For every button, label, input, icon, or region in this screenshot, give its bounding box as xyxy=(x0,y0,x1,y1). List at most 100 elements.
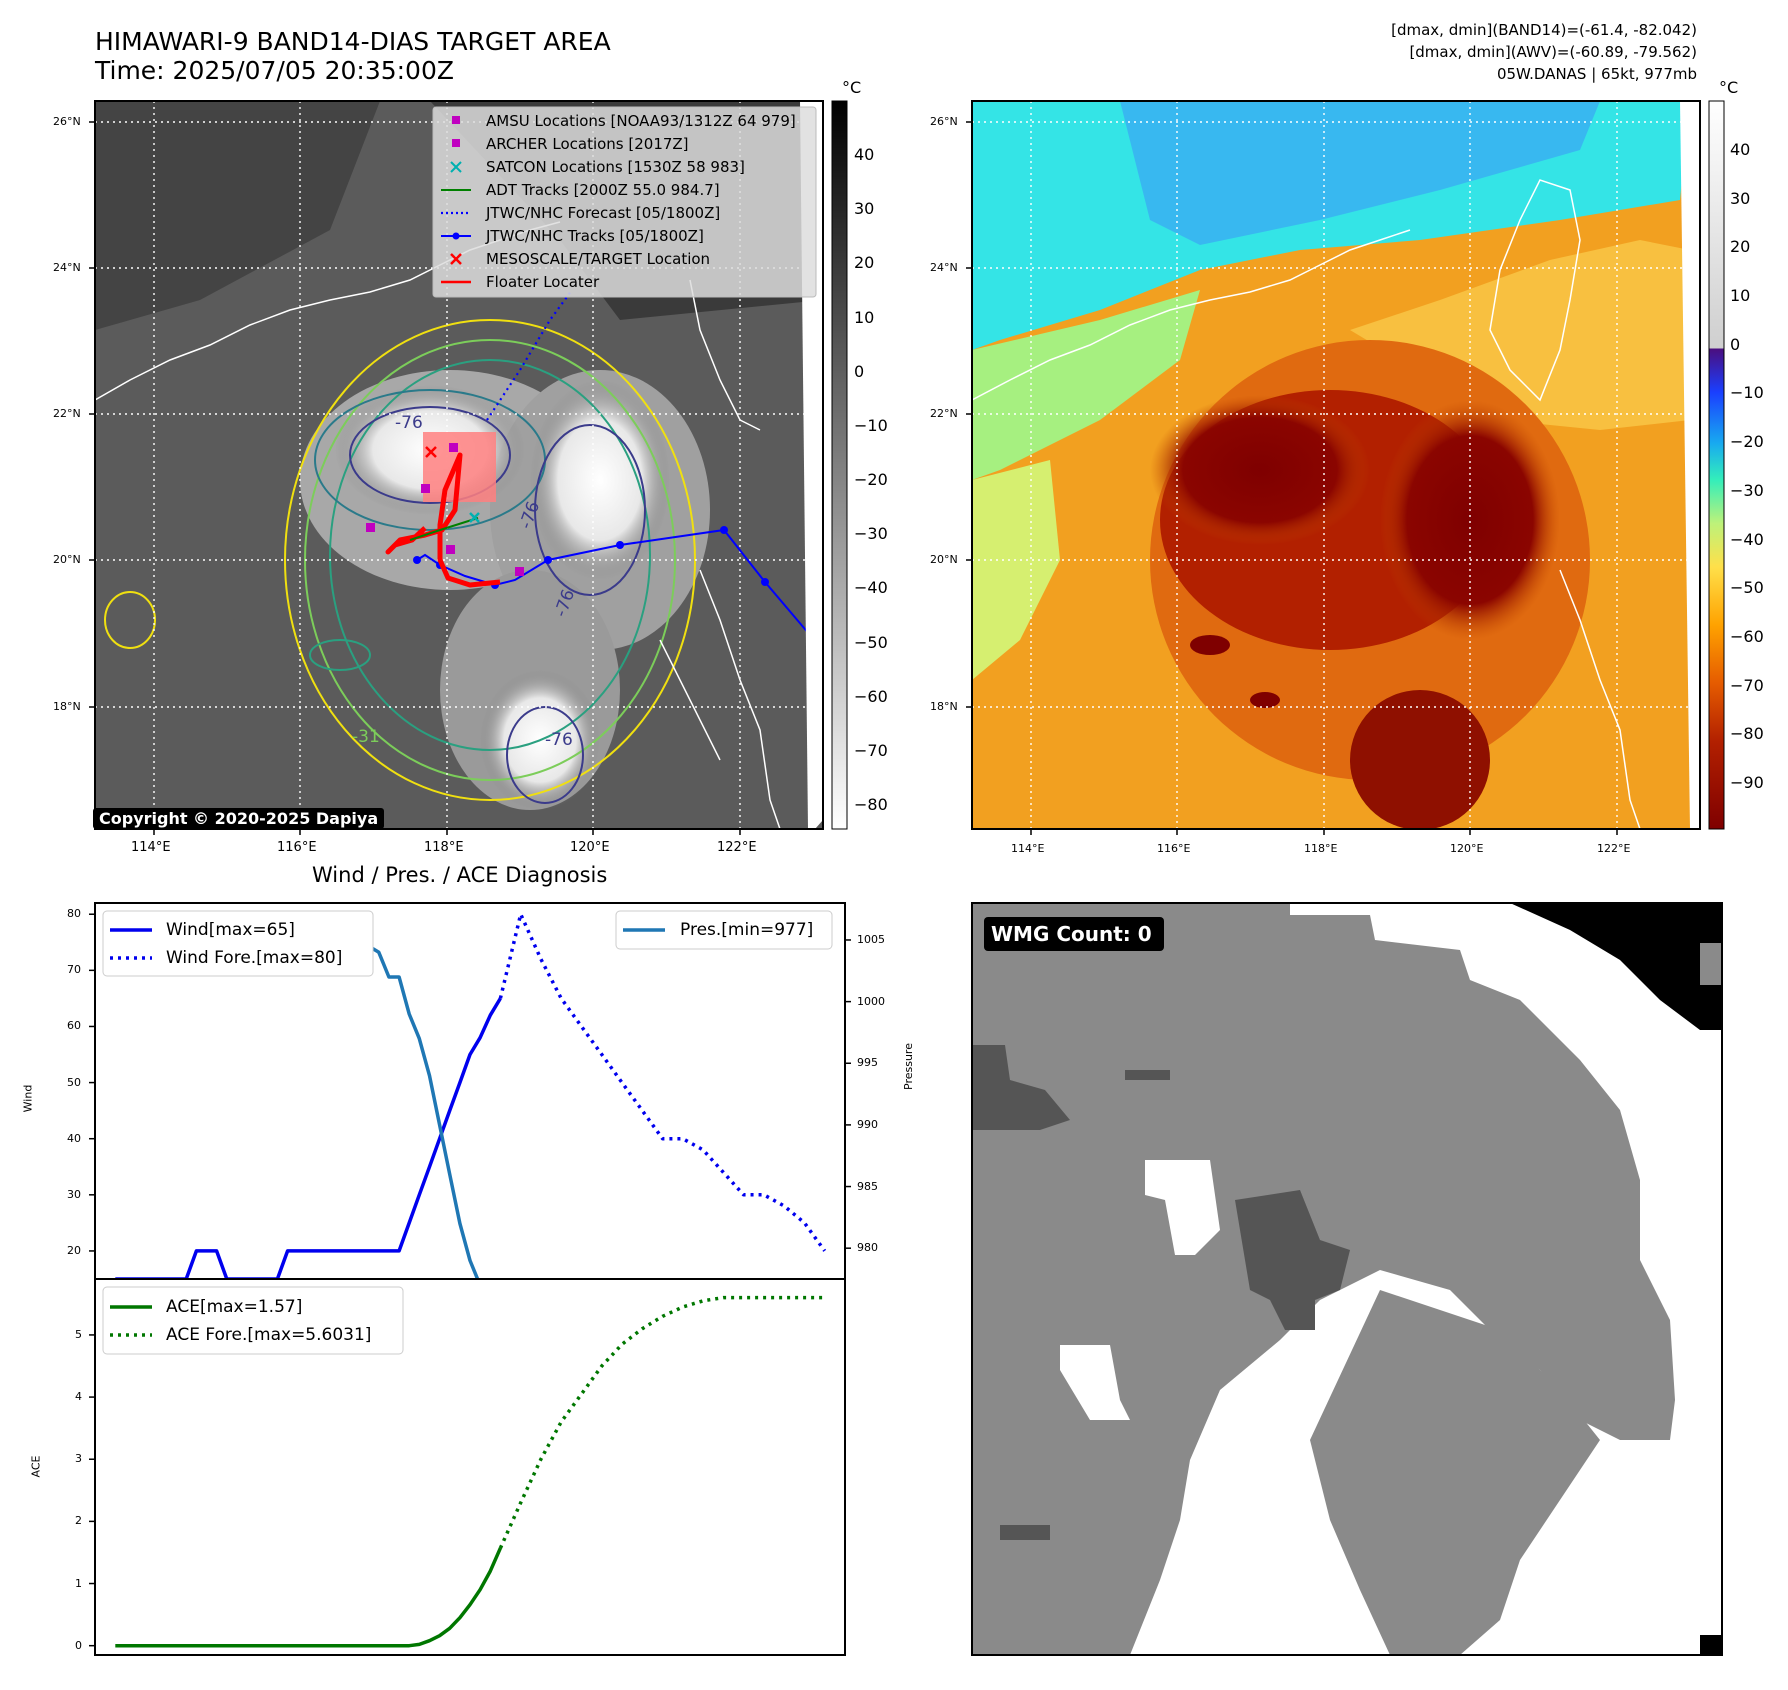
lat-label: 22°N xyxy=(53,407,81,420)
colorbar-tick: 0 xyxy=(854,361,865,381)
colorbar-unit: °C xyxy=(1719,78,1739,97)
wind-tick: 20 xyxy=(67,1243,81,1257)
pressure-tick: 995 xyxy=(857,1056,878,1070)
colorbar-tick: 10 xyxy=(854,307,875,327)
ace-tick: 1 xyxy=(75,1576,82,1590)
lon-label: 114°E xyxy=(131,840,171,855)
lon-label: 118°E xyxy=(1304,842,1338,855)
colorbar-tick: 30 xyxy=(1730,188,1751,208)
wind-tick: 50 xyxy=(67,1075,81,1089)
legend-floater: Floater Locater xyxy=(486,273,600,291)
wind-legend xyxy=(102,910,374,977)
legend-archer: ARCHER Locations [2017Z] xyxy=(486,135,689,153)
wind-axis-label: Wind xyxy=(21,1084,35,1113)
colorbar-tick: −40 xyxy=(854,578,888,598)
lon-label: 122°E xyxy=(717,840,757,855)
colorbar-tick: −70 xyxy=(1730,675,1764,695)
colorbar-tick: −90 xyxy=(1730,773,1764,792)
colorbar-tick: −30 xyxy=(1730,480,1764,500)
lon-label: 114°E xyxy=(1011,842,1045,855)
color-map-frame xyxy=(971,100,1701,830)
pressure-tick: 990 xyxy=(857,1117,878,1131)
colorbar-tick: −70 xyxy=(854,740,888,760)
contour-label: -76 xyxy=(545,730,573,750)
colorbar-tick: 40 xyxy=(1730,140,1751,159)
legend-wind-forecast: Wind Fore.[max=80] xyxy=(166,948,343,968)
colorbar-tick: −50 xyxy=(854,632,888,652)
lon-label: 120°E xyxy=(570,840,610,855)
gray-map-frame xyxy=(94,100,824,830)
dmax-awv: [dmax, dmin](AWV)=(-60.89, -79.562) xyxy=(1409,43,1697,61)
colorbar-tick: −50 xyxy=(1730,578,1764,598)
series-1 xyxy=(498,912,827,1252)
colorbar-tick: 20 xyxy=(1730,237,1751,257)
storm-info: 05W.DANAS | 65kt, 977mb xyxy=(1496,65,1697,83)
lat-label: 20°N xyxy=(930,553,958,566)
adt-track xyxy=(409,517,479,541)
colorbar-tick: −10 xyxy=(1730,383,1764,403)
legend-adt: ADT Tracks [2000Z 55.0 984.7] xyxy=(486,181,720,199)
pressure-tick: 1005 xyxy=(857,932,885,946)
colorbar-tick: 10 xyxy=(1730,286,1751,306)
legend-ace: ACE[max=1.57] xyxy=(166,1297,303,1317)
ace-series-0 xyxy=(115,1547,503,1648)
wmg-panel xyxy=(971,902,1723,1656)
legend-amsu: AMSU Locations [NOAA93/1312Z 64 979] xyxy=(486,112,796,130)
legend-wind: Wind[max=65] xyxy=(166,920,295,940)
colorbar-tick: 30 xyxy=(854,199,875,219)
colorbar-unit: °C xyxy=(842,78,862,97)
contour-label: -31 xyxy=(352,727,380,747)
ace-tick: 3 xyxy=(75,1452,82,1466)
ir-color-map xyxy=(972,101,1700,829)
diagnosis-title: Wind / Pres. / ACE Diagnosis xyxy=(312,863,608,887)
contour-label: -76 xyxy=(395,413,423,433)
wind-tick: 60 xyxy=(67,1019,81,1033)
chart-title: HIMAWARI-9 BAND14-DIAS TARGET AREA xyxy=(95,27,611,56)
gray-colorbar xyxy=(831,100,848,830)
ace-tick: 2 xyxy=(75,1514,82,1528)
pressure-tick: 1000 xyxy=(857,994,885,1008)
pressure-tick: 980 xyxy=(857,1241,878,1255)
lat-label: 22°N xyxy=(930,407,958,420)
ace-tick: 4 xyxy=(75,1390,82,1404)
color-colorbar xyxy=(1708,100,1725,830)
wind-tick: 30 xyxy=(67,1187,81,1201)
lat-label: 26°N xyxy=(53,115,81,128)
pressure-tick: 985 xyxy=(857,1179,878,1193)
lat-label: 18°N xyxy=(53,700,81,713)
lat-label: 24°N xyxy=(53,261,81,274)
map-ticks xyxy=(89,121,1618,835)
lat-label: 26°N xyxy=(930,115,958,128)
floater-locater xyxy=(385,452,501,588)
ace-tick: 0 xyxy=(75,1638,82,1652)
chart-time: Time: 2025/07/05 20:35:00Z xyxy=(95,56,454,85)
colorbar-tick: −80 xyxy=(854,795,888,814)
wind-tick: 40 xyxy=(67,1131,81,1145)
pressure-axis-label: Pressure xyxy=(902,1043,915,1090)
legend-pressure: Pres.[min=977] xyxy=(680,920,814,940)
dmax-band14: [dmax, dmin](BAND14)=(-61.4, -82.042) xyxy=(1391,21,1697,39)
lat-label: 18°N xyxy=(930,700,958,713)
colorbar-tick: −20 xyxy=(1730,432,1764,452)
copyright-badge: Copyright © 2020-2025 Dapiya xyxy=(93,808,385,829)
ace-axis-label: ACE xyxy=(29,1455,43,1478)
lat-label: 24°N xyxy=(930,261,958,274)
lon-label: 116°E xyxy=(277,840,317,855)
legend-jtwc-forecast: JTWC/NHC Forecast [05/1800Z] xyxy=(486,204,721,222)
colorbar-tick: −20 xyxy=(854,470,888,489)
colorbar-tick: −60 xyxy=(1730,626,1764,646)
lat-label: 20°N xyxy=(53,553,81,566)
colorbar-tick: 20 xyxy=(854,253,875,273)
lon-label: 122°E xyxy=(1597,842,1631,855)
ace-tick: 5 xyxy=(75,1327,82,1341)
pressure-legend xyxy=(615,910,833,950)
legend-satcon: SATCON Locations [1530Z 58 983] xyxy=(486,158,745,176)
wind-tick: 80 xyxy=(67,907,81,921)
colorbar-tick: −30 xyxy=(854,524,888,544)
ace-legend xyxy=(102,1286,404,1355)
legend-mesoscale: MESOSCALE/TARGET Location xyxy=(486,250,711,268)
ace-series-1 xyxy=(498,1295,825,1549)
colorbar-tick: −60 xyxy=(854,686,888,706)
colorbar-tick: 0 xyxy=(1730,334,1741,354)
